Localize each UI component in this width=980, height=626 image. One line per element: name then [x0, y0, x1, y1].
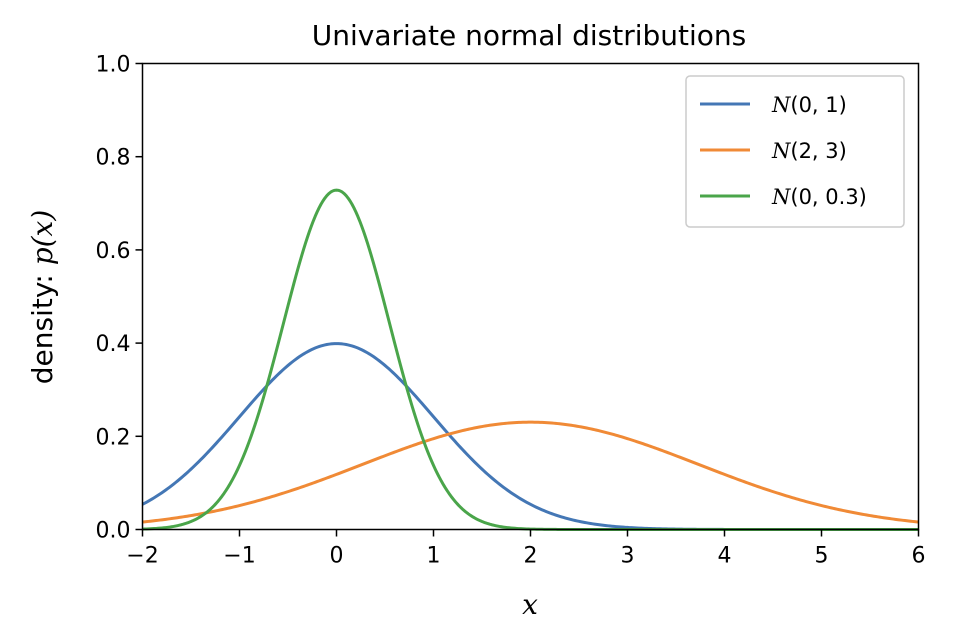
x-tick-label: −1 — [223, 544, 255, 569]
y-tick-label: 0.8 — [96, 146, 131, 171]
legend: N(0, 1)N(2, 3)N(0, 0.3) — [685, 75, 905, 228]
legend-label-symbol: N — [771, 139, 791, 163]
y-axis: 0.0 0.2 0.4 0.6 0.8 1.0 — [96, 53, 143, 544]
y-tick-label: 0.2 — [96, 425, 131, 450]
x-tick-label: 4 — [718, 544, 732, 569]
x-axis-label: x — [522, 588, 538, 621]
y-axis-label: density: p(x) — [26, 210, 59, 385]
x-tick-label: 6 — [912, 544, 926, 569]
legend-label-1: N(0, 1) — [771, 93, 847, 117]
x-tick-label: −2 — [126, 544, 158, 569]
y-tick-label: 0.6 — [96, 239, 131, 264]
legend-label-args: (2, 3) — [790, 139, 846, 163]
legend-box — [685, 75, 905, 228]
y-tick-label: 1.0 — [96, 53, 131, 78]
legend-label-args: (0, 1) — [790, 93, 846, 117]
x-tick-label: 0 — [330, 544, 344, 569]
legend-label-symbol: N — [771, 185, 791, 209]
series-line-2 — [142, 420, 919, 524]
x-tick-label: 1 — [427, 544, 441, 569]
x-axis: −2 −1 0 1 2 3 4 5 6 — [126, 529, 926, 569]
chart-title: Univariate normal distributions — [312, 19, 746, 52]
legend-label-symbol: N — [771, 93, 791, 117]
y-tick-label: 0.0 — [96, 519, 131, 544]
legend-label-2: N(2, 3) — [771, 139, 847, 163]
x-tick-label: 2 — [524, 544, 538, 569]
x-tick-label: 5 — [815, 544, 829, 569]
y-axis-label-math: p(x) — [26, 210, 59, 266]
y-axis-label-prefix: density: — [26, 265, 59, 384]
legend-label-3: N(0, 0.3) — [771, 185, 867, 209]
legend-label-args: (0, 0.3) — [790, 185, 867, 209]
x-tick-label: 3 — [621, 544, 635, 569]
y-tick-label: 0.4 — [96, 332, 131, 357]
